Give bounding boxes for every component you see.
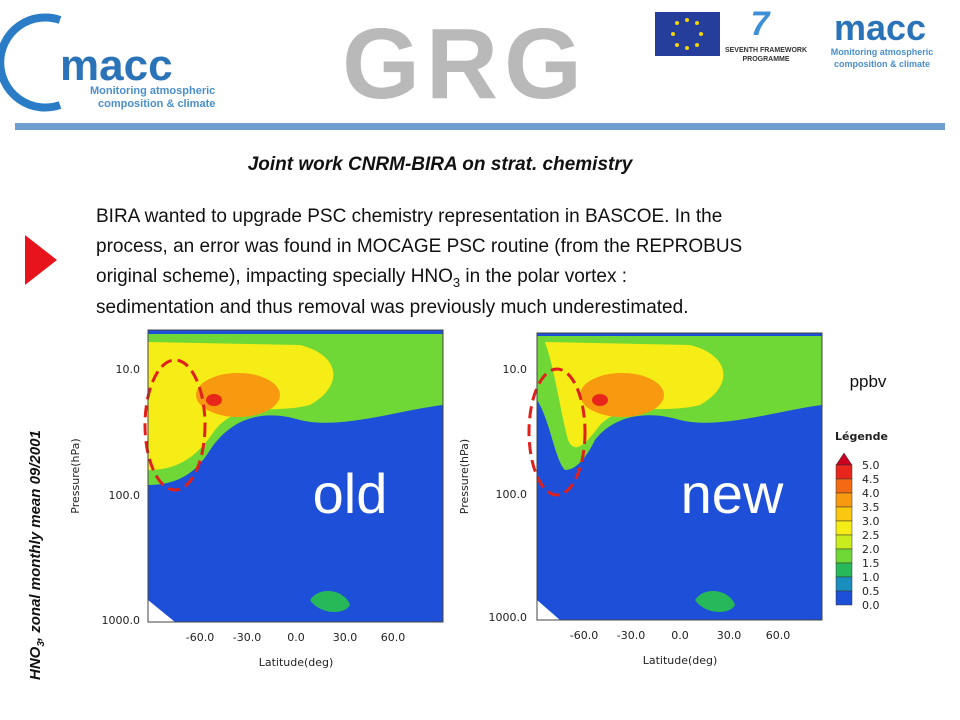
logo-tagline: Monitoring atmospheric: [831, 47, 934, 57]
header-bar: [15, 123, 945, 130]
logo-tagline: composition & climate: [834, 59, 930, 69]
topography: [148, 600, 175, 622]
fp7-mark: 7: [751, 5, 772, 43]
body-span: in the polar vortex :: [460, 266, 627, 287]
legend-swatch: [835, 562, 853, 578]
x-axis-label: Latitude(deg): [643, 654, 718, 667]
y-tick-label: 100.0: [109, 489, 141, 502]
y-axis-label: Pressure(hPa): [69, 438, 82, 513]
body-line: BIRA wanted to upgrade PSC chemistry rep…: [96, 206, 722, 227]
highlight-ellipse: [527, 367, 587, 497]
legend-swatch: [835, 478, 853, 494]
body-line: original scheme), impacting specially HN…: [96, 266, 627, 290]
x-tick-label: 60.0: [381, 631, 406, 644]
contour: [592, 394, 608, 406]
legend-swatch: [835, 492, 853, 508]
grg-logo: GRG: [342, 8, 588, 120]
body-text: BIRA wanted to upgrade PSC chemistry rep…: [96, 206, 742, 318]
y-tick-label: 1000.0: [489, 611, 528, 624]
legend-label: 0.0: [862, 599, 880, 612]
legend-swatch: [835, 548, 853, 564]
side-span: HNO: [27, 646, 44, 680]
legend-swatch: [835, 506, 853, 522]
legend-swatch: [835, 520, 853, 536]
plot-old: old: [143, 330, 443, 622]
x-tick-label: -30.0: [617, 629, 645, 642]
unit-label: ppbv: [850, 372, 887, 391]
legend-swatch: [835, 590, 853, 606]
x-tick-label: 0.0: [287, 631, 305, 644]
logo-arc: [0, 13, 62, 112]
logo-tagline: composition & climate: [98, 98, 215, 110]
highlight-ellipse: [143, 358, 207, 492]
legend-label: 3.5: [862, 501, 880, 514]
legend-title: Légende: [835, 430, 888, 443]
y-tick-label: 10.0: [503, 363, 528, 376]
logo-name: macc: [60, 41, 173, 90]
x-tick-label: -30.0: [233, 631, 261, 644]
x-tick-label: 0.0: [671, 629, 689, 642]
legend-label: 4.0: [862, 487, 880, 500]
logo-name: macc: [834, 7, 926, 48]
header: macc Monitoring atmospheric composition …: [0, 5, 945, 130]
legend-label: 2.5: [862, 529, 880, 542]
legend-swatch: [835, 464, 853, 480]
legend-label: 4.5: [862, 473, 880, 486]
legend-label: 5.0: [862, 459, 880, 472]
subscript: 3: [453, 275, 460, 290]
legend-label: 1.0: [862, 571, 880, 584]
legend-label: 0.5: [862, 585, 880, 598]
plot-new: new: [527, 333, 822, 620]
fp7-text: PROGRAMME: [742, 56, 789, 63]
legend-label: 1.5: [862, 557, 880, 570]
plot-tag: new: [681, 462, 784, 525]
body-line: process, an error was found in MOCAGE PS…: [96, 236, 742, 257]
y-axis-label: Pressure(hPa): [458, 439, 471, 514]
legend-swatch: [835, 576, 853, 592]
y-tick-label: 1000.0: [102, 614, 141, 627]
body-line: sedimentation and thus removal was previ…: [96, 297, 688, 318]
x-tick-label: 30.0: [717, 629, 742, 642]
contour: [310, 590, 350, 612]
x-tick-label: -60.0: [570, 629, 598, 642]
legend-label: 2.0: [862, 543, 880, 556]
contour: [695, 590, 735, 612]
contour: [580, 373, 664, 417]
contour: [206, 394, 222, 406]
side-label: HNO3, zonal monthly mean 09/2001: [27, 430, 47, 680]
x-axis-label: Latitude(deg): [259, 656, 334, 669]
arrow-marker: [25, 235, 57, 285]
plot-frame: [536, 332, 823, 621]
subscript: 3: [36, 641, 47, 647]
legend-swatch: [835, 534, 853, 550]
y-tick-label: 100.0: [496, 488, 528, 501]
plot-tag: old: [313, 462, 388, 525]
plot-frame: [147, 329, 444, 623]
x-tick-label: 60.0: [766, 629, 791, 642]
body-span: original scheme), impacting specially HN…: [96, 266, 453, 287]
x-tick-label: -60.0: [186, 631, 214, 644]
fp7-text: SEVENTH FRAMEWORK: [725, 47, 807, 54]
eu-stars: [671, 18, 703, 50]
legend-label: 3.0: [862, 515, 880, 528]
slide-title: Joint work CNRM-BIRA on strat. chemistry: [248, 154, 634, 175]
y-tick-label: 10.0: [116, 363, 141, 376]
side-span: , zonal monthly mean 09/2001: [27, 430, 44, 642]
x-tick-label: 30.0: [333, 631, 358, 644]
topography: [537, 600, 560, 620]
contour: [196, 373, 280, 417]
logo-tagline: Monitoring atmospheric: [90, 85, 215, 97]
legend-arrow: [835, 452, 853, 466]
